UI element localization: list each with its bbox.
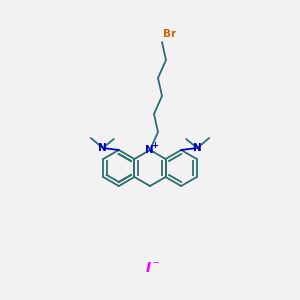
Text: I: I [146,261,151,275]
Text: Br: Br [163,29,176,39]
Text: N: N [98,143,107,153]
Text: N: N [145,145,153,155]
Text: N: N [193,143,202,153]
Text: ⁻: ⁻ [152,260,158,272]
Text: +: + [152,142,158,151]
